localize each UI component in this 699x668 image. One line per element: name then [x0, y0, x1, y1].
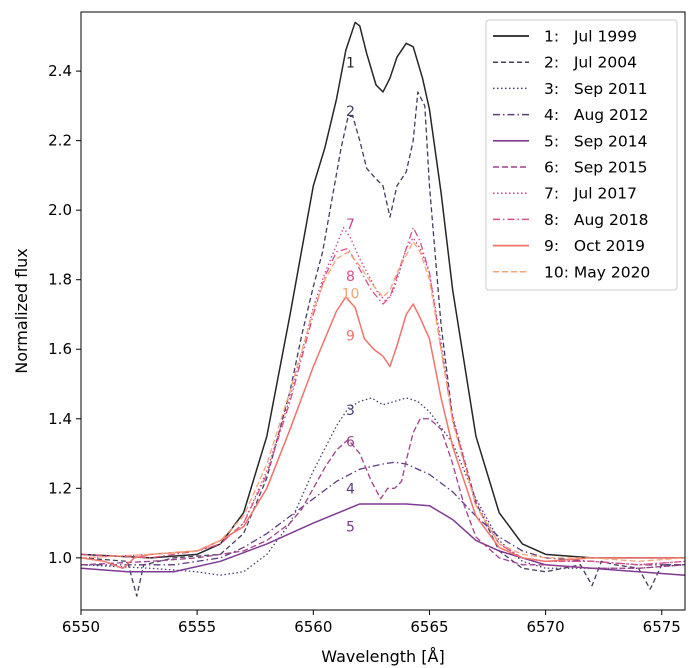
- legend-entry-9: 9: Oct 2019: [544, 237, 645, 255]
- y-axis-ticks: 1.0 1.2 1.4 1.6 1.8 2.0 2.2 2.4: [48, 62, 81, 567]
- legend-entry-3: 3: Sep 2011: [544, 80, 647, 98]
- series-line-6: [81, 418, 685, 569]
- x-tick-label: 6560: [294, 618, 332, 636]
- y-tick-label: 1.6: [48, 340, 72, 358]
- legend-entry-10: 10: May 2020: [544, 263, 650, 281]
- y-tick-label: 1.4: [48, 410, 72, 428]
- legend-box: [485, 19, 678, 291]
- x-tick-label: 6575: [643, 618, 681, 636]
- x-tick-label: 6550: [62, 618, 100, 636]
- y-axis-label: Normalized flux: [12, 248, 31, 374]
- series-number-label-3: 3: [346, 403, 355, 419]
- series-line-7: [81, 226, 685, 566]
- x-tick-label: 6565: [410, 618, 448, 636]
- y-tick-label: 2.2: [48, 132, 72, 150]
- series-line-1: [81, 21, 685, 559]
- legend-entry-7: 7: Jul 2017: [544, 185, 637, 203]
- legend: 1: Jul 1999 2: Jul 2004 3: Sep 2011 4: Aug …: [485, 19, 678, 291]
- series-number-label-2: 2: [346, 104, 355, 120]
- series-line-9: [81, 296, 685, 570]
- series-layer: [81, 21, 685, 597]
- series-number-label-10: 10: [342, 287, 360, 303]
- series-number-label-9: 9: [346, 328, 355, 344]
- series-number-label-5: 5: [346, 520, 355, 536]
- legend-entry-1: 1: Jul 1999: [544, 28, 637, 46]
- series-number-label-6: 6: [346, 434, 355, 450]
- legend-entry-5: 5: Sep 2014: [544, 132, 647, 150]
- y-tick-label: 2.4: [48, 62, 72, 80]
- x-axis-label: Wavelength [Å]: [321, 647, 444, 666]
- x-tick-label: 6555: [178, 618, 216, 636]
- legend-entry-8: 8: Aug 2018: [544, 211, 649, 229]
- x-tick-label: 6570: [527, 618, 565, 636]
- series-number-label-8: 8: [346, 269, 355, 285]
- x-axis-ticks: 6550 6555 6560 6565 6570 6575: [62, 610, 681, 636]
- series-number-label-7: 7: [346, 217, 355, 233]
- legend-entry-2: 2: Jul 2004: [544, 54, 637, 72]
- series-line-8: [81, 226, 685, 566]
- y-tick-label: 1.2: [48, 479, 72, 497]
- y-tick-label: 1.0: [48, 549, 72, 567]
- series-line-4: [81, 461, 685, 566]
- series-line-2: [81, 91, 685, 597]
- plot-frame: [80, 11, 686, 611]
- series-number-label-1: 1: [346, 55, 355, 71]
- series-number-label-4: 4: [346, 481, 355, 497]
- legend-entry-4: 4: Aug 2012: [544, 106, 649, 124]
- legend-entry-6: 6: Sep 2015: [544, 159, 647, 177]
- series-number-labels: 1 2 3 4 5 6 7 8 9 10: [342, 55, 360, 535]
- series-line-10: [81, 240, 685, 562]
- y-tick-label: 2.0: [48, 201, 72, 219]
- y-tick-label: 1.8: [48, 271, 72, 289]
